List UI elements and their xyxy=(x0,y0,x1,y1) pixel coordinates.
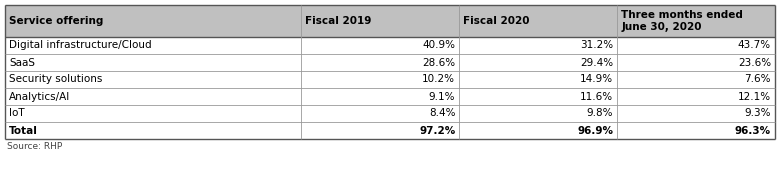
Text: Service offering: Service offering xyxy=(9,16,104,26)
Text: 11.6%: 11.6% xyxy=(580,91,613,102)
Text: 40.9%: 40.9% xyxy=(422,41,456,51)
Text: Fiscal 2020: Fiscal 2020 xyxy=(463,16,530,26)
Bar xyxy=(5,5,775,37)
Text: IoT: IoT xyxy=(9,108,25,118)
Text: 23.6%: 23.6% xyxy=(738,57,771,67)
Text: 8.4%: 8.4% xyxy=(429,108,456,118)
Text: Digital infrastructure/Cloud: Digital infrastructure/Cloud xyxy=(9,41,151,51)
Text: 96.3%: 96.3% xyxy=(735,126,771,136)
Text: 97.2%: 97.2% xyxy=(419,126,456,136)
Text: 43.7%: 43.7% xyxy=(738,41,771,51)
Text: Three months ended
June 30, 2020: Three months ended June 30, 2020 xyxy=(621,10,743,32)
Text: Fiscal 2019: Fiscal 2019 xyxy=(306,16,372,26)
Text: 14.9%: 14.9% xyxy=(580,75,613,84)
Text: 28.6%: 28.6% xyxy=(422,57,456,67)
Text: 10.2%: 10.2% xyxy=(422,75,456,84)
Text: 12.1%: 12.1% xyxy=(738,91,771,102)
Text: Analytics/AI: Analytics/AI xyxy=(9,91,70,102)
Text: Security solutions: Security solutions xyxy=(9,75,102,84)
Text: 9.8%: 9.8% xyxy=(587,108,613,118)
Text: Source: RHP: Source: RHP xyxy=(7,142,62,151)
Text: Total: Total xyxy=(9,126,38,136)
Text: SaaS: SaaS xyxy=(9,57,35,67)
Text: 7.6%: 7.6% xyxy=(744,75,771,84)
Text: 9.1%: 9.1% xyxy=(429,91,456,102)
Text: 31.2%: 31.2% xyxy=(580,41,613,51)
Text: 29.4%: 29.4% xyxy=(580,57,613,67)
Text: 9.3%: 9.3% xyxy=(744,108,771,118)
Text: 96.9%: 96.9% xyxy=(577,126,613,136)
